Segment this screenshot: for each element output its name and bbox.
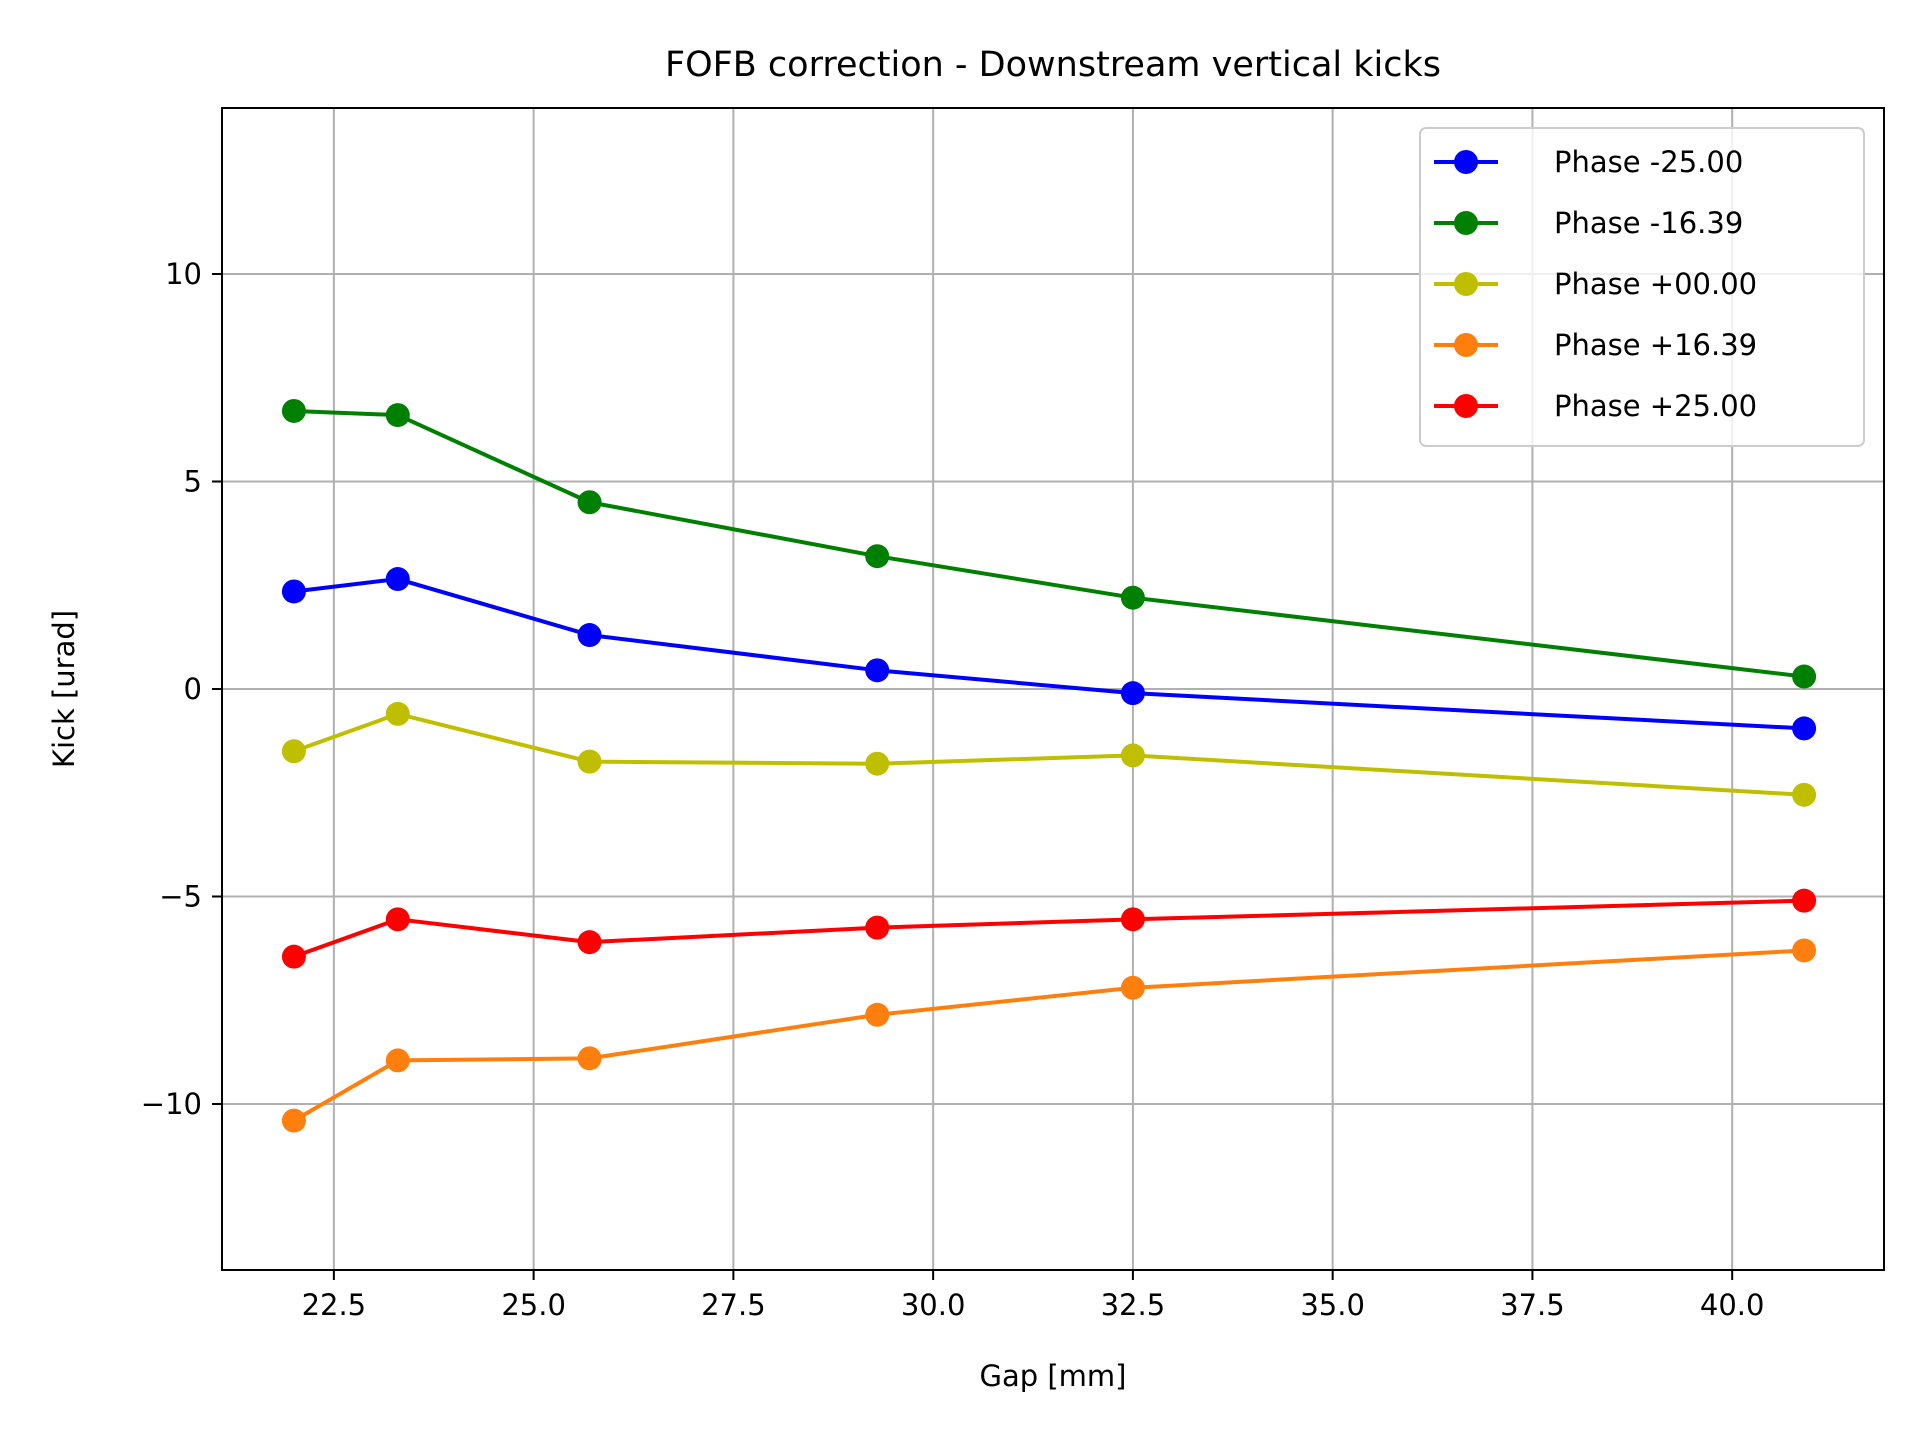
legend-item: Phase +25.00 [1434, 389, 1757, 423]
legend-item: Phase +00.00 [1434, 267, 1757, 301]
series [281, 567, 1817, 741]
data-point [577, 749, 602, 774]
data-point [1120, 907, 1145, 932]
legend-marker [1454, 333, 1478, 357]
series-line [293, 408, 1805, 679]
legend-label: Phase -16.39 [1554, 206, 1743, 240]
series [281, 398, 1817, 689]
data-point [281, 739, 306, 764]
data-point [281, 944, 306, 969]
data-point [577, 490, 602, 515]
series-line [293, 711, 1805, 797]
x-tick-label: 40.0 [1700, 1288, 1765, 1322]
data-point [1792, 888, 1817, 913]
data-point [385, 1048, 410, 1073]
legend-item: Phase -25.00 [1434, 145, 1743, 179]
data-point [577, 623, 602, 648]
legend-marker [1454, 211, 1478, 235]
data-point [1792, 782, 1817, 807]
legend-marker [1454, 150, 1478, 174]
x-tick-label: 30.0 [901, 1288, 966, 1322]
legend-marker [1454, 272, 1478, 296]
data-point [1120, 743, 1145, 768]
series [281, 701, 1817, 807]
y-tick-label: −5 [159, 880, 202, 914]
data-point [281, 579, 306, 604]
series-line [293, 577, 1805, 731]
x-tick-label: 22.5 [302, 1288, 367, 1322]
data-point [385, 907, 410, 932]
y-tick-label: −10 [141, 1087, 202, 1121]
data-point [281, 398, 306, 423]
legend-marker [1454, 394, 1478, 418]
series-line [292, 948, 1805, 1123]
data-point [281, 1108, 306, 1133]
data-point [1792, 716, 1817, 741]
data-point [577, 1046, 602, 1071]
data-point [865, 751, 890, 776]
ticks: 22.5 25.0 27.5 30.0 32.5 35.0 37.5 40.0 −10 −5 0 5 1… [141, 257, 1765, 1322]
y-axis-title: Kick [urad] [47, 610, 81, 768]
legend: Phase -25.00 Phase -16.39 Phase +00.00 Phas… [1419, 127, 1865, 447]
legend-label: Phase +16.39 [1554, 328, 1757, 362]
data-point [385, 567, 410, 592]
legend-label: Phase +25.00 [1554, 389, 1757, 423]
series-line [293, 898, 1805, 959]
legend-box [1419, 127, 1865, 447]
y-tick-label: 10 [165, 257, 202, 291]
data-point [865, 1002, 890, 1027]
x-tick-label: 32.5 [1101, 1288, 1166, 1322]
data-point [1792, 664, 1817, 689]
x-tick-label: 35.0 [1300, 1288, 1365, 1322]
legend-item: Phase -16.39 [1434, 206, 1743, 240]
data-point [1792, 938, 1817, 963]
series [281, 938, 1817, 1133]
x-tick-label: 25.0 [501, 1288, 566, 1322]
data-point [577, 930, 602, 955]
legend-item: Phase +16.39 [1434, 328, 1757, 362]
data-point [865, 915, 890, 940]
data-point [865, 544, 890, 569]
x-axis-title: Gap [mm] [980, 1359, 1127, 1393]
y-tick-label: 0 [184, 672, 202, 706]
data-point [385, 701, 410, 726]
data-point [1120, 681, 1145, 706]
y-tick-label: 5 [184, 465, 202, 499]
series [281, 888, 1817, 969]
data-point [1120, 585, 1145, 610]
x-tick-label: 37.5 [1500, 1288, 1565, 1322]
data-point [865, 658, 890, 683]
chart-title: FOFB correction - Downstream vertical ki… [665, 45, 1441, 85]
x-tick-label: 27.5 [701, 1288, 766, 1322]
data-point [385, 403, 410, 428]
series-layer [281, 398, 1817, 1133]
data-point [1120, 975, 1145, 1000]
legend-label: Phase -25.00 [1554, 145, 1743, 179]
legend-label: Phase +00.00 [1554, 267, 1757, 301]
